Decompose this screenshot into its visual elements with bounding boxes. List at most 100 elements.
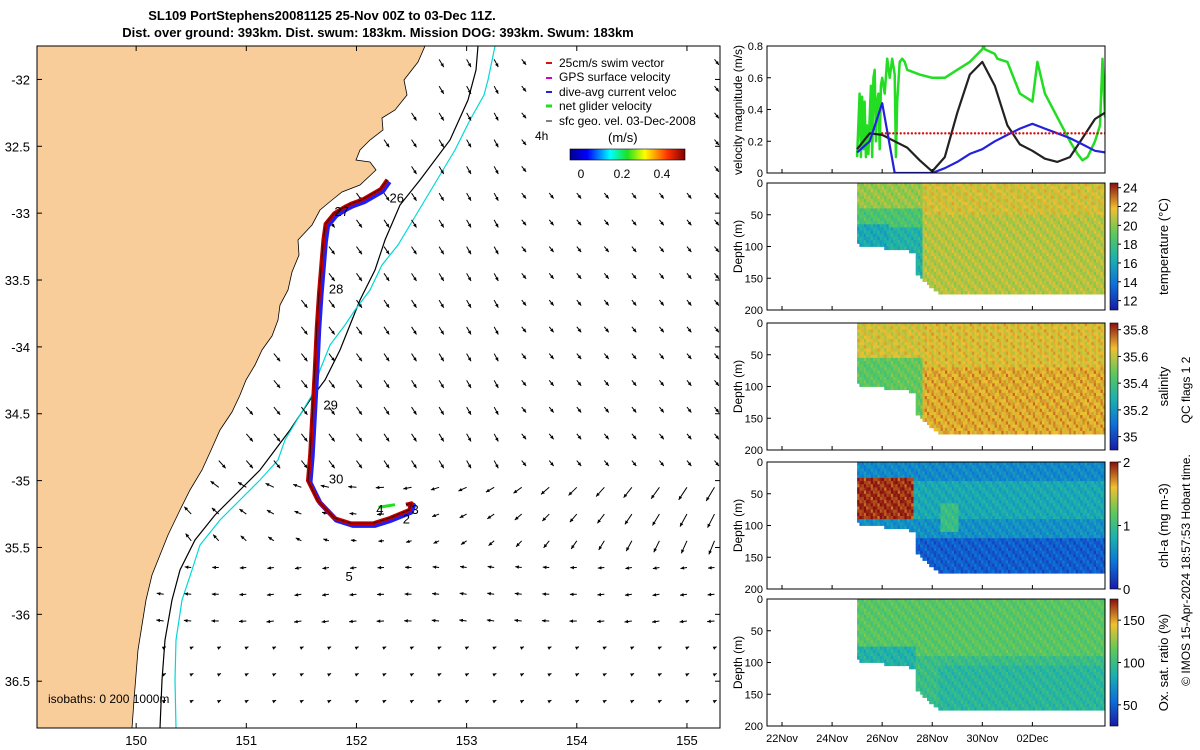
- section-cell: [1060, 250, 1063, 254]
- section-cell: [1035, 231, 1038, 235]
- day-label: 27: [334, 204, 348, 219]
- section-cell: [983, 288, 986, 292]
- swim-speed-point: [907, 132, 909, 134]
- swim-speed-point: [1093, 132, 1095, 134]
- section-cell: [882, 183, 885, 187]
- section-cell: [1094, 227, 1097, 231]
- section-cell: [873, 199, 876, 203]
- section-cell: [900, 193, 903, 197]
- section-cell: [1071, 237, 1074, 241]
- section-cell: [1022, 196, 1025, 200]
- section-cell: [941, 193, 944, 197]
- section-cell: [1035, 278, 1038, 282]
- section-cell: [1060, 205, 1063, 209]
- section-cell: [877, 361, 880, 365]
- section-cell: [997, 262, 1000, 266]
- section-cell: [1094, 266, 1097, 270]
- section-cell: [954, 256, 957, 260]
- section-cell: [1042, 189, 1045, 193]
- section-cell: [1013, 262, 1016, 266]
- section-cell: [1098, 193, 1101, 197]
- section-cell: [1076, 291, 1079, 295]
- section-cell: [1069, 285, 1072, 289]
- section-cell: [1060, 243, 1063, 247]
- section-cell: [968, 183, 971, 187]
- section-cell: [902, 202, 905, 206]
- section-cell: [1008, 240, 1011, 244]
- section-cell: [1004, 278, 1007, 282]
- section-cell: [959, 262, 962, 266]
- section-cell: [911, 371, 914, 375]
- section-cell: [979, 231, 982, 235]
- section-cell: [911, 193, 914, 197]
- depth-tick-label: 100: [745, 242, 763, 254]
- section-cell: [1035, 288, 1038, 292]
- section-cell: [877, 202, 880, 206]
- section-cell: [873, 355, 876, 359]
- section-cell: [866, 374, 869, 378]
- section-cell: [979, 215, 982, 219]
- section-cell: [1069, 215, 1072, 219]
- section-cell: [929, 250, 932, 254]
- section-cell: [968, 278, 971, 282]
- section-cell: [877, 186, 880, 190]
- section-cell: [857, 237, 860, 241]
- section-cell: [959, 208, 962, 212]
- section-cell: [857, 221, 860, 225]
- section-cell: [979, 183, 982, 187]
- section-cell: [1071, 269, 1074, 273]
- section-cell: [866, 323, 869, 327]
- section-cell: [895, 383, 898, 387]
- section-cell: [1008, 266, 1011, 270]
- section-cell: [900, 383, 903, 387]
- section-cell: [891, 361, 894, 365]
- section-cell: [1076, 237, 1079, 241]
- section-cell: [934, 256, 937, 260]
- day-label: 2: [403, 511, 410, 526]
- section-cell: [907, 377, 910, 381]
- section-cell: [934, 202, 937, 206]
- section-cell: [1046, 234, 1049, 238]
- section-cell: [1035, 272, 1038, 276]
- section-cell: [873, 221, 876, 225]
- section-cell: [911, 323, 914, 327]
- section-cell: [1035, 221, 1038, 225]
- section-cell: [1069, 234, 1072, 238]
- section-cell: [891, 345, 894, 349]
- section-cell: [983, 291, 986, 295]
- section-cell: [862, 352, 865, 356]
- section-cell: [1071, 240, 1074, 244]
- section-cell: [954, 212, 957, 216]
- section-cell: [902, 196, 905, 200]
- map-xtick-label: 153: [456, 733, 478, 748]
- section-cell: [941, 215, 944, 219]
- section-cell: [945, 199, 948, 203]
- section-cell: [1013, 275, 1016, 279]
- section-cell: [974, 240, 977, 244]
- section-cell: [1080, 278, 1083, 282]
- section-cell: [916, 189, 919, 193]
- section-cell: [900, 345, 903, 349]
- section-cell: [886, 243, 889, 247]
- section-cell: [891, 348, 894, 352]
- day-label: 3: [412, 502, 419, 517]
- section-cell: [929, 278, 932, 282]
- section-cell: [1031, 259, 1034, 263]
- section-cell: [895, 243, 898, 247]
- section-cell: [1064, 215, 1067, 219]
- section-cell: [963, 234, 966, 238]
- section-cell: [1031, 269, 1034, 273]
- section-cell: [1069, 288, 1072, 292]
- section-cell: [877, 234, 880, 238]
- section-cell: [934, 186, 937, 190]
- section-cell: [1098, 269, 1101, 273]
- legend-item-current: dive-avg current veloc: [559, 85, 676, 99]
- section-cell: [916, 367, 919, 371]
- section-cell: [895, 231, 898, 235]
- section-cell: [907, 355, 910, 359]
- section-cell: [891, 342, 894, 346]
- section-cell: [979, 269, 982, 273]
- section-cell: [886, 183, 889, 187]
- section-cell: [983, 269, 986, 273]
- section-cell: [1026, 250, 1029, 254]
